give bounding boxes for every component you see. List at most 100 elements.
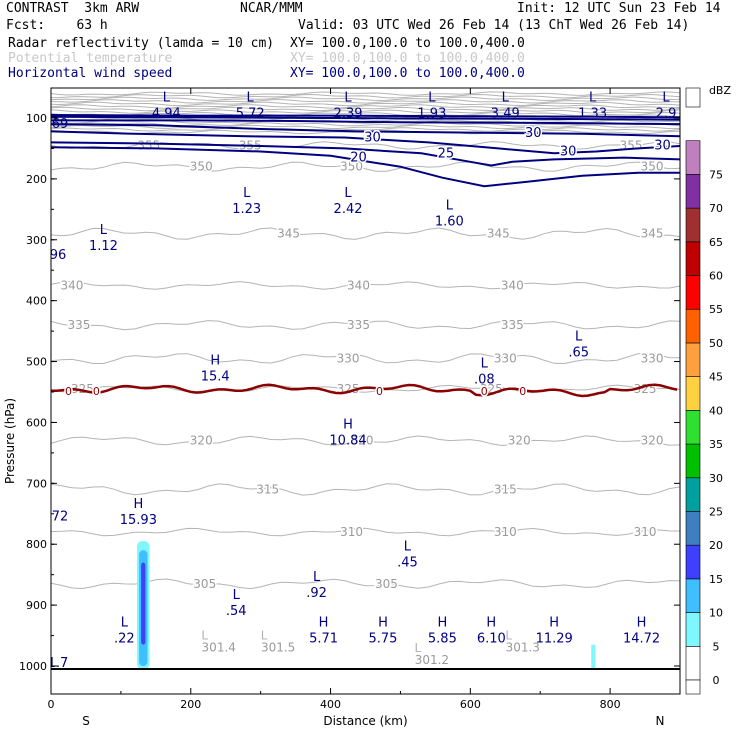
theta-contour-label: 320 — [641, 434, 664, 448]
extremum-value: .08 — [474, 373, 495, 388]
extremum-value: 4.94 — [152, 107, 181, 122]
x-tick-label: 600 — [460, 698, 481, 711]
wind-speed-label: 30 — [560, 144, 577, 159]
theta-contour-label: 315 — [494, 482, 517, 496]
theta-contour-label: 340 — [347, 278, 370, 292]
colorbar-swatch — [685, 241, 701, 276]
x-end-label-south: S — [82, 714, 90, 728]
extremum-value: 5.72 — [236, 107, 265, 122]
upper-theta-line — [51, 127, 680, 132]
colorbar-level-label: 0 — [713, 674, 720, 687]
extremum-value: 1.93 — [417, 107, 446, 122]
wind-speed-contour — [51, 141, 680, 167]
colorbar-level-label: 50 — [709, 337, 723, 350]
extremum-marker: H — [133, 497, 143, 512]
extremum-marker: H — [319, 616, 329, 631]
extremum-value: 15.93 — [120, 513, 157, 528]
extremum-marker: H — [378, 616, 388, 631]
colorbar-swatch — [685, 477, 701, 512]
reflectivity-echo-core — [141, 562, 146, 645]
y-tick-label: 500 — [26, 356, 47, 369]
surface-theta-value: 301.4 — [202, 641, 236, 655]
theta-contour-label: 355 — [137, 138, 160, 152]
colorbar-cap-top — [685, 87, 701, 108]
theta-contour-label: 335 — [68, 318, 91, 332]
extremum-value: 1.12 — [89, 239, 118, 254]
extremum-value: 96 — [50, 248, 67, 263]
colorbar-unit: dBZ — [709, 84, 732, 97]
colorbar-level-label: 55 — [709, 303, 723, 316]
colorbar-level-label: 20 — [709, 539, 723, 552]
theta-contour-label: 350 — [190, 160, 213, 174]
surface-theta-value: 301.2 — [415, 653, 449, 667]
colorbar-swatch — [685, 308, 701, 344]
extremum-value: 6.10 — [477, 632, 506, 647]
colorbar-level-label: 40 — [709, 404, 723, 417]
wind-speed-label: 25 — [438, 146, 455, 161]
extremum-marker: L — [662, 91, 670, 106]
extremum-marker: L — [313, 570, 321, 585]
y-axis-title: Pressure (hPa) — [3, 398, 17, 484]
wind-speed-contour — [51, 123, 680, 138]
x-tick-label: 800 — [600, 698, 621, 711]
wind-speed-label: 30 — [525, 126, 542, 141]
extremum-marker: H — [486, 616, 496, 631]
extremum-value: 14.72 — [623, 632, 660, 647]
colorbar-cap-bottom — [685, 679, 701, 695]
y-tick-label: 600 — [26, 416, 47, 429]
plot-frame — [50, 87, 681, 695]
theta-contour-label: 350 — [340, 160, 363, 174]
colorbar-level-label: 70 — [709, 202, 723, 215]
theta-contour-label: 340 — [61, 278, 84, 292]
colorbar-level-label: 45 — [709, 371, 723, 384]
theta-contour-label: 330 — [337, 352, 360, 366]
colorbar-level-label: 10 — [709, 607, 723, 620]
upper-theta-line — [51, 124, 680, 130]
extremum-marker: L — [481, 357, 489, 372]
colorbar-level-label: 25 — [709, 505, 723, 518]
extremum-value: 5.85 — [428, 632, 457, 647]
upper-theta-line — [51, 93, 680, 99]
surface-theta-value: 301.5 — [261, 641, 295, 655]
theta-contour-label: 310 — [494, 525, 517, 539]
extremum-value: 1.33 — [578, 107, 607, 122]
colorbar-swatch — [685, 376, 701, 411]
upper-theta-line — [51, 91, 680, 96]
extremum-value: 1.23 — [232, 202, 261, 217]
surface-theta-value: 301.3 — [506, 641, 540, 655]
theta-contour-label: 335 — [501, 318, 524, 332]
theta-contour-label: 305 — [375, 577, 398, 591]
x-end-label-north: N — [656, 714, 665, 728]
extremum-marker: L — [344, 91, 352, 106]
surface-theta-marker: L — [415, 641, 422, 655]
freezing-level-label: 0 — [376, 385, 383, 398]
extremum-value: 3.49 — [491, 107, 520, 122]
colorbar-level-label: 60 — [709, 270, 723, 283]
colorbar-swatch — [685, 544, 701, 580]
extremum-value: 1.60 — [435, 214, 464, 229]
y-tick-label: 900 — [26, 599, 47, 612]
theta-contour-305 — [51, 578, 680, 590]
extremum-value: .54 — [226, 604, 247, 619]
extremum-value: .69 — [48, 117, 69, 132]
extremum-value: .45 — [397, 555, 418, 570]
theta-contour-320 — [51, 435, 680, 447]
extremum-value: 5.71 — [309, 632, 338, 647]
forecast-hour: Fcst: 63 h — [6, 18, 108, 33]
wind-speed-contour — [51, 146, 680, 188]
upper-theta-line — [51, 122, 680, 127]
extremum-value: 1.7 — [48, 656, 69, 671]
theta-contour-label: 350 — [641, 160, 664, 174]
extremum-marker: L — [502, 91, 510, 106]
colorbar-level-label: 75 — [709, 168, 723, 181]
theta-contour-label: 340 — [501, 278, 524, 292]
theta-contour-label: 330 — [641, 352, 664, 366]
theta-contour-315 — [51, 483, 680, 496]
reflectivity-echo-small — [591, 644, 596, 670]
colorbar-level-label: 5 — [713, 640, 720, 653]
upper-theta-line — [51, 106, 680, 112]
extremum-value: .22 — [114, 632, 135, 647]
organization-label: NCAR/MMM — [240, 1, 303, 16]
extremum-marker: L — [428, 91, 436, 106]
